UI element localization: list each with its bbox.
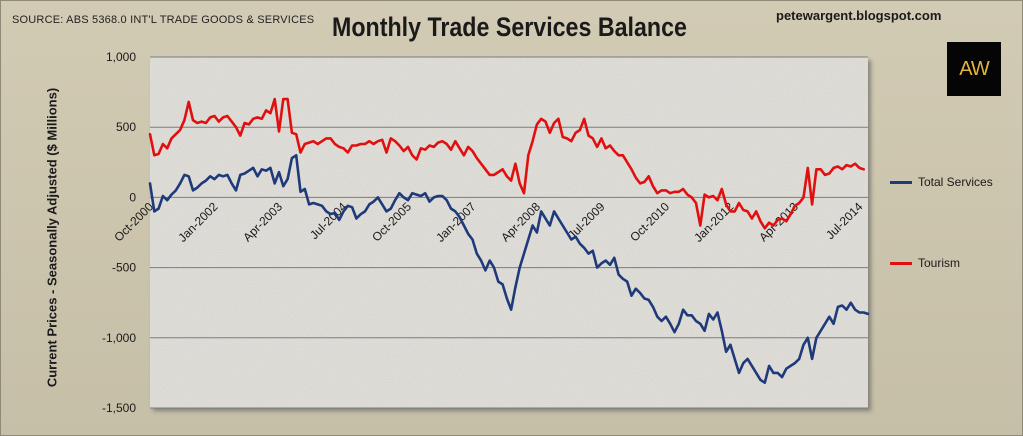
y-tick-label: -500 — [112, 261, 136, 275]
series-line-total-services — [148, 154, 870, 385]
legend-swatch-total-services — [890, 181, 912, 185]
aw-logo: AW — [947, 42, 1001, 96]
y-tick-label: 500 — [116, 120, 136, 134]
x-tick-label: Oct-2000 — [111, 199, 156, 244]
legend-tourism: Tourism — [890, 256, 960, 272]
legend-swatch-tourism — [890, 262, 912, 266]
plot-texture — [150, 57, 868, 408]
source-note: SOURCE: ABS 5368.0 INT'L TRADE GOODS & S… — [12, 14, 315, 26]
legend-label-tourism: Tourism — [918, 256, 961, 270]
chart-title: Monthly Trade Services Balance — [332, 12, 687, 42]
y-tick-label: -1,500 — [102, 401, 136, 415]
series-line-tourism — [148, 97, 866, 230]
y-tick-label: 0 — [129, 190, 136, 204]
blog-url: petewargent.blogspot.com — [776, 8, 942, 23]
y-tick-label: -1,000 — [102, 331, 136, 345]
legend-total-services: Total Services — [890, 175, 993, 191]
legend-label-total-services: Total Services — [918, 175, 993, 189]
y-tick-label: 1,000 — [106, 50, 136, 64]
